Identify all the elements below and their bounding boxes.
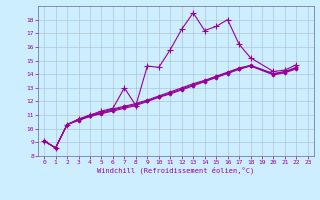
- X-axis label: Windchill (Refroidissement éolien,°C): Windchill (Refroidissement éolien,°C): [97, 167, 255, 174]
